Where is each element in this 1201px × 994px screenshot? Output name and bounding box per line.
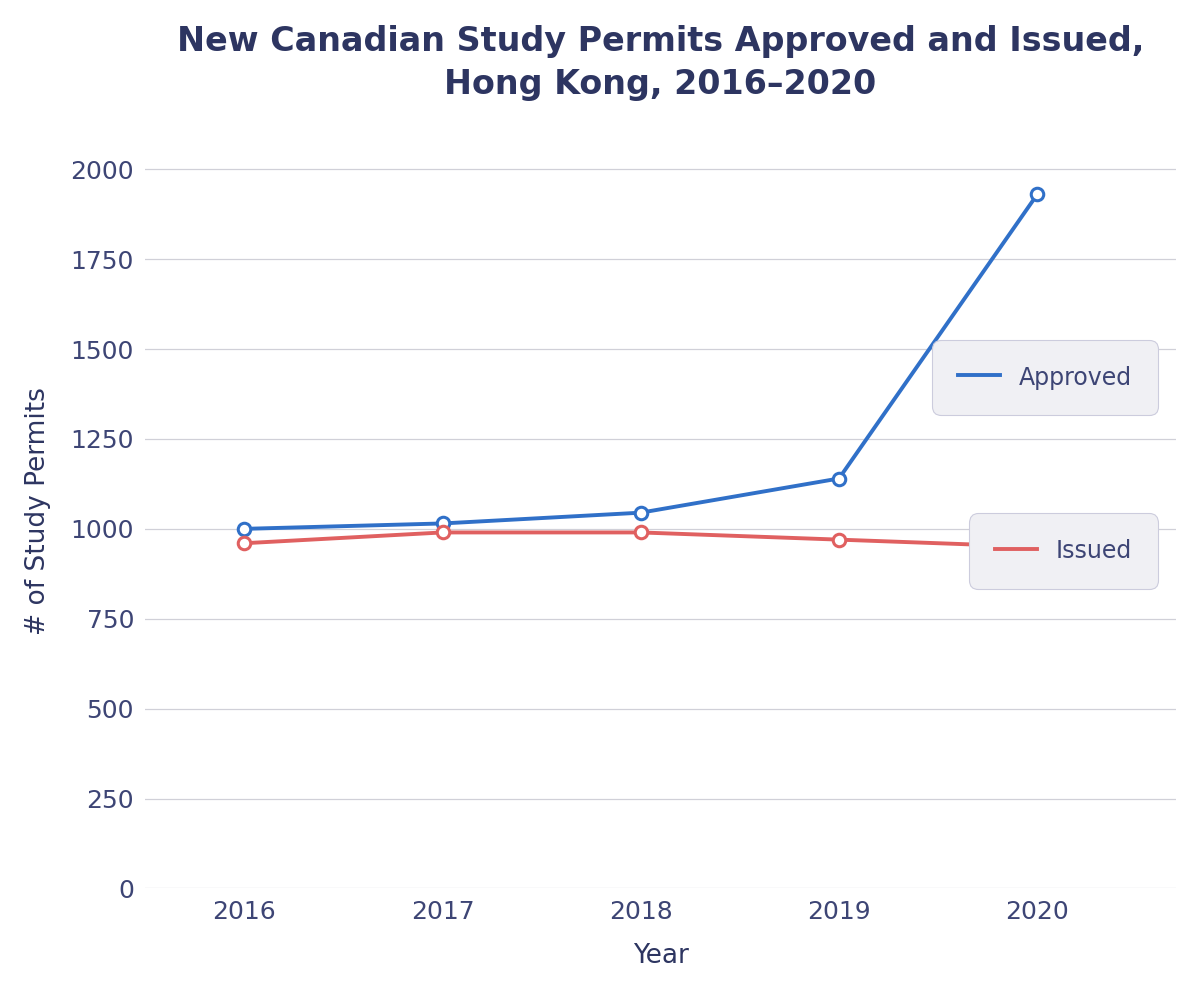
Legend: Issued: Issued bbox=[978, 523, 1148, 580]
Title: New Canadian Study Permits Approved and Issued,
Hong Kong, 2016–2020: New Canadian Study Permits Approved and … bbox=[177, 25, 1145, 101]
Y-axis label: # of Study Permits: # of Study Permits bbox=[25, 387, 50, 635]
X-axis label: Year: Year bbox=[633, 943, 688, 969]
